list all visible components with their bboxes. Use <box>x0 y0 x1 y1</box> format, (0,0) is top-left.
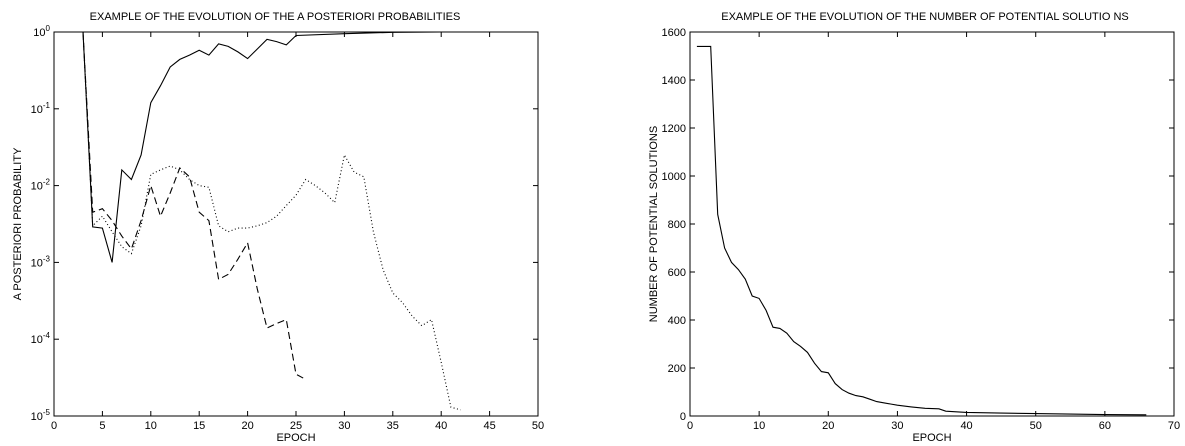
y-tick-label: 200 <box>668 363 686 375</box>
x-axis-label: EPOCH <box>912 432 951 444</box>
y-tick-label: 800 <box>668 219 686 231</box>
x-tick-label: 40 <box>435 420 447 432</box>
x-tick-label: 30 <box>338 420 350 432</box>
x-tick-label: 30 <box>891 420 903 432</box>
plot-frame <box>53 31 539 417</box>
x-tick-label: 20 <box>822 420 834 432</box>
y-tick-label: 10-5 <box>31 408 51 423</box>
plot-series <box>696 45 1147 416</box>
y-tick-label: 10-3 <box>31 254 51 269</box>
x-tick-label: 70 <box>1168 420 1180 432</box>
x-tick-label: 5 <box>99 420 105 432</box>
x-tick-label: 10 <box>753 420 765 432</box>
y-axis-label: NUMBER OF POTENTIAL SOLUTIONS <box>648 126 660 322</box>
y-tick-label: 10-4 <box>31 331 51 346</box>
chart-title: EXAMPLE OF THE EVOLUTION OF THE NUMBER O… <box>721 11 1128 23</box>
x-axis: 0 5 10 15 20 25 30 35 40 45 50 <box>51 32 544 432</box>
y-tick-label: 1600 <box>662 27 686 39</box>
y-axis: 10-5 10-4 10-3 10-2 10-1 100 <box>31 24 538 423</box>
x-tick-label: 25 <box>290 420 302 432</box>
y-tick-label: 10-2 <box>31 178 51 193</box>
y-axis-label: A POSTERIORI PROBABILITY <box>12 147 24 300</box>
y-tick-label: 1400 <box>662 75 686 87</box>
chart-title: EXAMPLE OF THE EVOLUTION OF THE A POSTER… <box>90 11 461 23</box>
x-tick-label: 10 <box>145 420 157 432</box>
x-tick-label: 0 <box>687 420 693 432</box>
y-tick-label: 600 <box>668 267 686 279</box>
y-tick-label: 10-1 <box>31 101 51 116</box>
plot-frame <box>689 31 1175 417</box>
x-tick-label: 50 <box>532 420 544 432</box>
x-axis: 0 10 20 30 40 50 60 70 <box>687 32 1180 432</box>
y-tick-label: 100 <box>33 24 50 39</box>
series-line-dotted <box>82 31 461 411</box>
x-tick-label: 40 <box>960 420 972 432</box>
x-tick-label: 15 <box>193 420 205 432</box>
chart-solutions: EXAMPLE OF THE EVOLUTION OF THE NUMBER O… <box>648 11 1180 444</box>
plot-series <box>82 31 538 411</box>
y-tick-label: 400 <box>668 315 686 327</box>
x-tick-label: 35 <box>387 420 399 432</box>
x-tick-label: 45 <box>483 420 495 432</box>
x-tick-label: 20 <box>241 420 253 432</box>
series-line-dashed <box>82 31 306 380</box>
chart-probabilities: EXAMPLE OF THE EVOLUTION OF THE A POSTER… <box>12 11 544 444</box>
x-tick-label: 50 <box>1030 420 1042 432</box>
y-axis: 0 200 400 600 800 1000 1200 1400 1600 <box>662 27 1174 423</box>
y-tick-label: 1000 <box>662 171 686 183</box>
series-line-solid <box>696 45 1147 416</box>
x-axis-label: EPOCH <box>276 432 315 444</box>
x-tick-label: 60 <box>1099 420 1111 432</box>
x-tick-label: 0 <box>51 420 57 432</box>
series-line-solid <box>82 31 538 263</box>
y-tick-label: 0 <box>680 411 686 423</box>
y-tick-label: 1200 <box>662 123 686 135</box>
